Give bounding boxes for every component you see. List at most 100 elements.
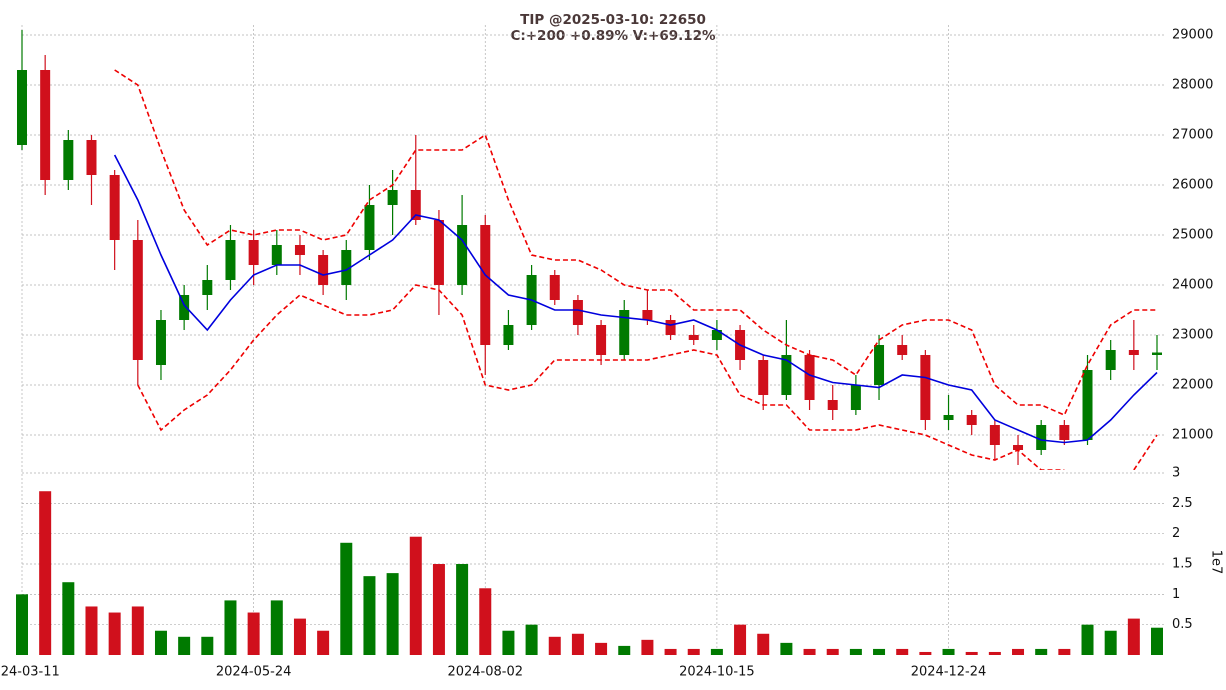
candle-body [943, 415, 954, 420]
volume-bar [178, 636, 191, 655]
candle-body [63, 140, 74, 180]
volume-bar [201, 636, 214, 655]
x-tick-label: 2024-03-11 [0, 665, 60, 680]
volume-bar [85, 606, 98, 655]
volume-bar [919, 651, 932, 655]
volume-bar [39, 491, 52, 655]
volume-bar [363, 576, 376, 655]
candles [17, 30, 1162, 470]
chart-title: TIP @2025-03-10: 22650 [520, 12, 706, 28]
candle-body [341, 250, 352, 285]
candle-body [132, 240, 143, 360]
volume-bar [340, 542, 353, 655]
candle-body [619, 310, 630, 355]
volume-bar [826, 648, 839, 655]
volume-bar [224, 600, 237, 655]
volume-bar [548, 636, 561, 655]
volume-bar [317, 630, 330, 655]
volume-bar [896, 648, 909, 655]
volume-bar [386, 573, 399, 655]
candle-body [596, 325, 607, 355]
candle-body [920, 355, 931, 420]
volume-bar [456, 564, 469, 655]
candle-body [457, 225, 468, 285]
candle-body [364, 205, 375, 250]
volume-bar [849, 648, 862, 655]
candle-body [874, 345, 885, 385]
volume-bar [270, 600, 283, 655]
indicator-line [137, 284, 1158, 470]
candle-body [1105, 350, 1116, 370]
candle-body [294, 245, 305, 255]
candle-body [781, 355, 792, 395]
y-tick-label: 28000 [1172, 78, 1213, 93]
candle-body [155, 320, 166, 365]
candle-body [179, 295, 190, 320]
candle-body [202, 280, 213, 295]
volume-bar [664, 648, 677, 655]
volume-bar [710, 648, 723, 655]
volume-bar [108, 612, 121, 655]
volume-bar [409, 536, 422, 655]
volume-bar [1104, 630, 1117, 655]
x-tick-label: 2024-05-24 [216, 665, 292, 680]
y-tick-label: 23000 [1172, 328, 1213, 343]
volume-bar [687, 648, 700, 655]
candle-body [318, 255, 329, 285]
candle-body [1128, 350, 1139, 355]
volume-bar [571, 633, 584, 655]
candle-body [1152, 352, 1162, 355]
candle-body [989, 425, 1000, 445]
y-tick-label: 24000 [1172, 278, 1213, 293]
indicator-line [114, 69, 1157, 417]
volume-bar [1151, 627, 1163, 655]
y-tick-label: 1 [1172, 587, 1180, 602]
volume-bar [1035, 648, 1048, 655]
volume-bar [595, 642, 608, 655]
volume-bar [757, 633, 770, 655]
candle-body [711, 330, 722, 340]
volume-bar [154, 630, 167, 655]
x-tick-label: 2024-08-02 [447, 665, 523, 680]
volume-bar [1127, 618, 1140, 655]
y-tick-label: 0.5 [1172, 617, 1193, 632]
volume-bar [988, 651, 1001, 655]
candle-body [387, 190, 398, 205]
y-tick-label: 2.5 [1172, 496, 1193, 511]
volume-bar [873, 648, 886, 655]
candle-body [40, 70, 51, 180]
candle-body [642, 310, 653, 320]
candle-body [827, 400, 838, 410]
y-tick-label: 1.5 [1172, 557, 1193, 572]
candle-body [758, 360, 769, 395]
x-tick-label: 2024-12-24 [911, 665, 987, 680]
volume-bar [432, 564, 445, 655]
candle-body [248, 240, 259, 265]
y-tick-label: 27000 [1172, 128, 1213, 143]
y-tick-label: 25000 [1172, 228, 1213, 243]
candle-body [1013, 445, 1024, 450]
candle-body [549, 275, 560, 300]
volume-bar [16, 594, 28, 655]
candle-body [433, 220, 444, 285]
candle-body [850, 385, 861, 410]
candle-body [572, 300, 583, 325]
y-tick-label: 2 [1172, 526, 1180, 541]
y-tick-label: 29000 [1172, 28, 1213, 43]
volume-bar [641, 639, 654, 655]
candle-body [17, 70, 27, 145]
volume-bar [293, 618, 306, 655]
volume-bar [1081, 624, 1094, 655]
volume-bar [965, 651, 978, 655]
candle-body [804, 355, 815, 400]
volume-bar [780, 642, 793, 655]
candle-body [665, 320, 676, 335]
candle-body [86, 140, 97, 175]
candle-body [897, 345, 908, 355]
volume-bar [62, 582, 75, 655]
candle-body [503, 325, 514, 345]
candle-body [410, 190, 421, 220]
volume-bar [734, 624, 747, 655]
volume-bar [942, 648, 955, 655]
